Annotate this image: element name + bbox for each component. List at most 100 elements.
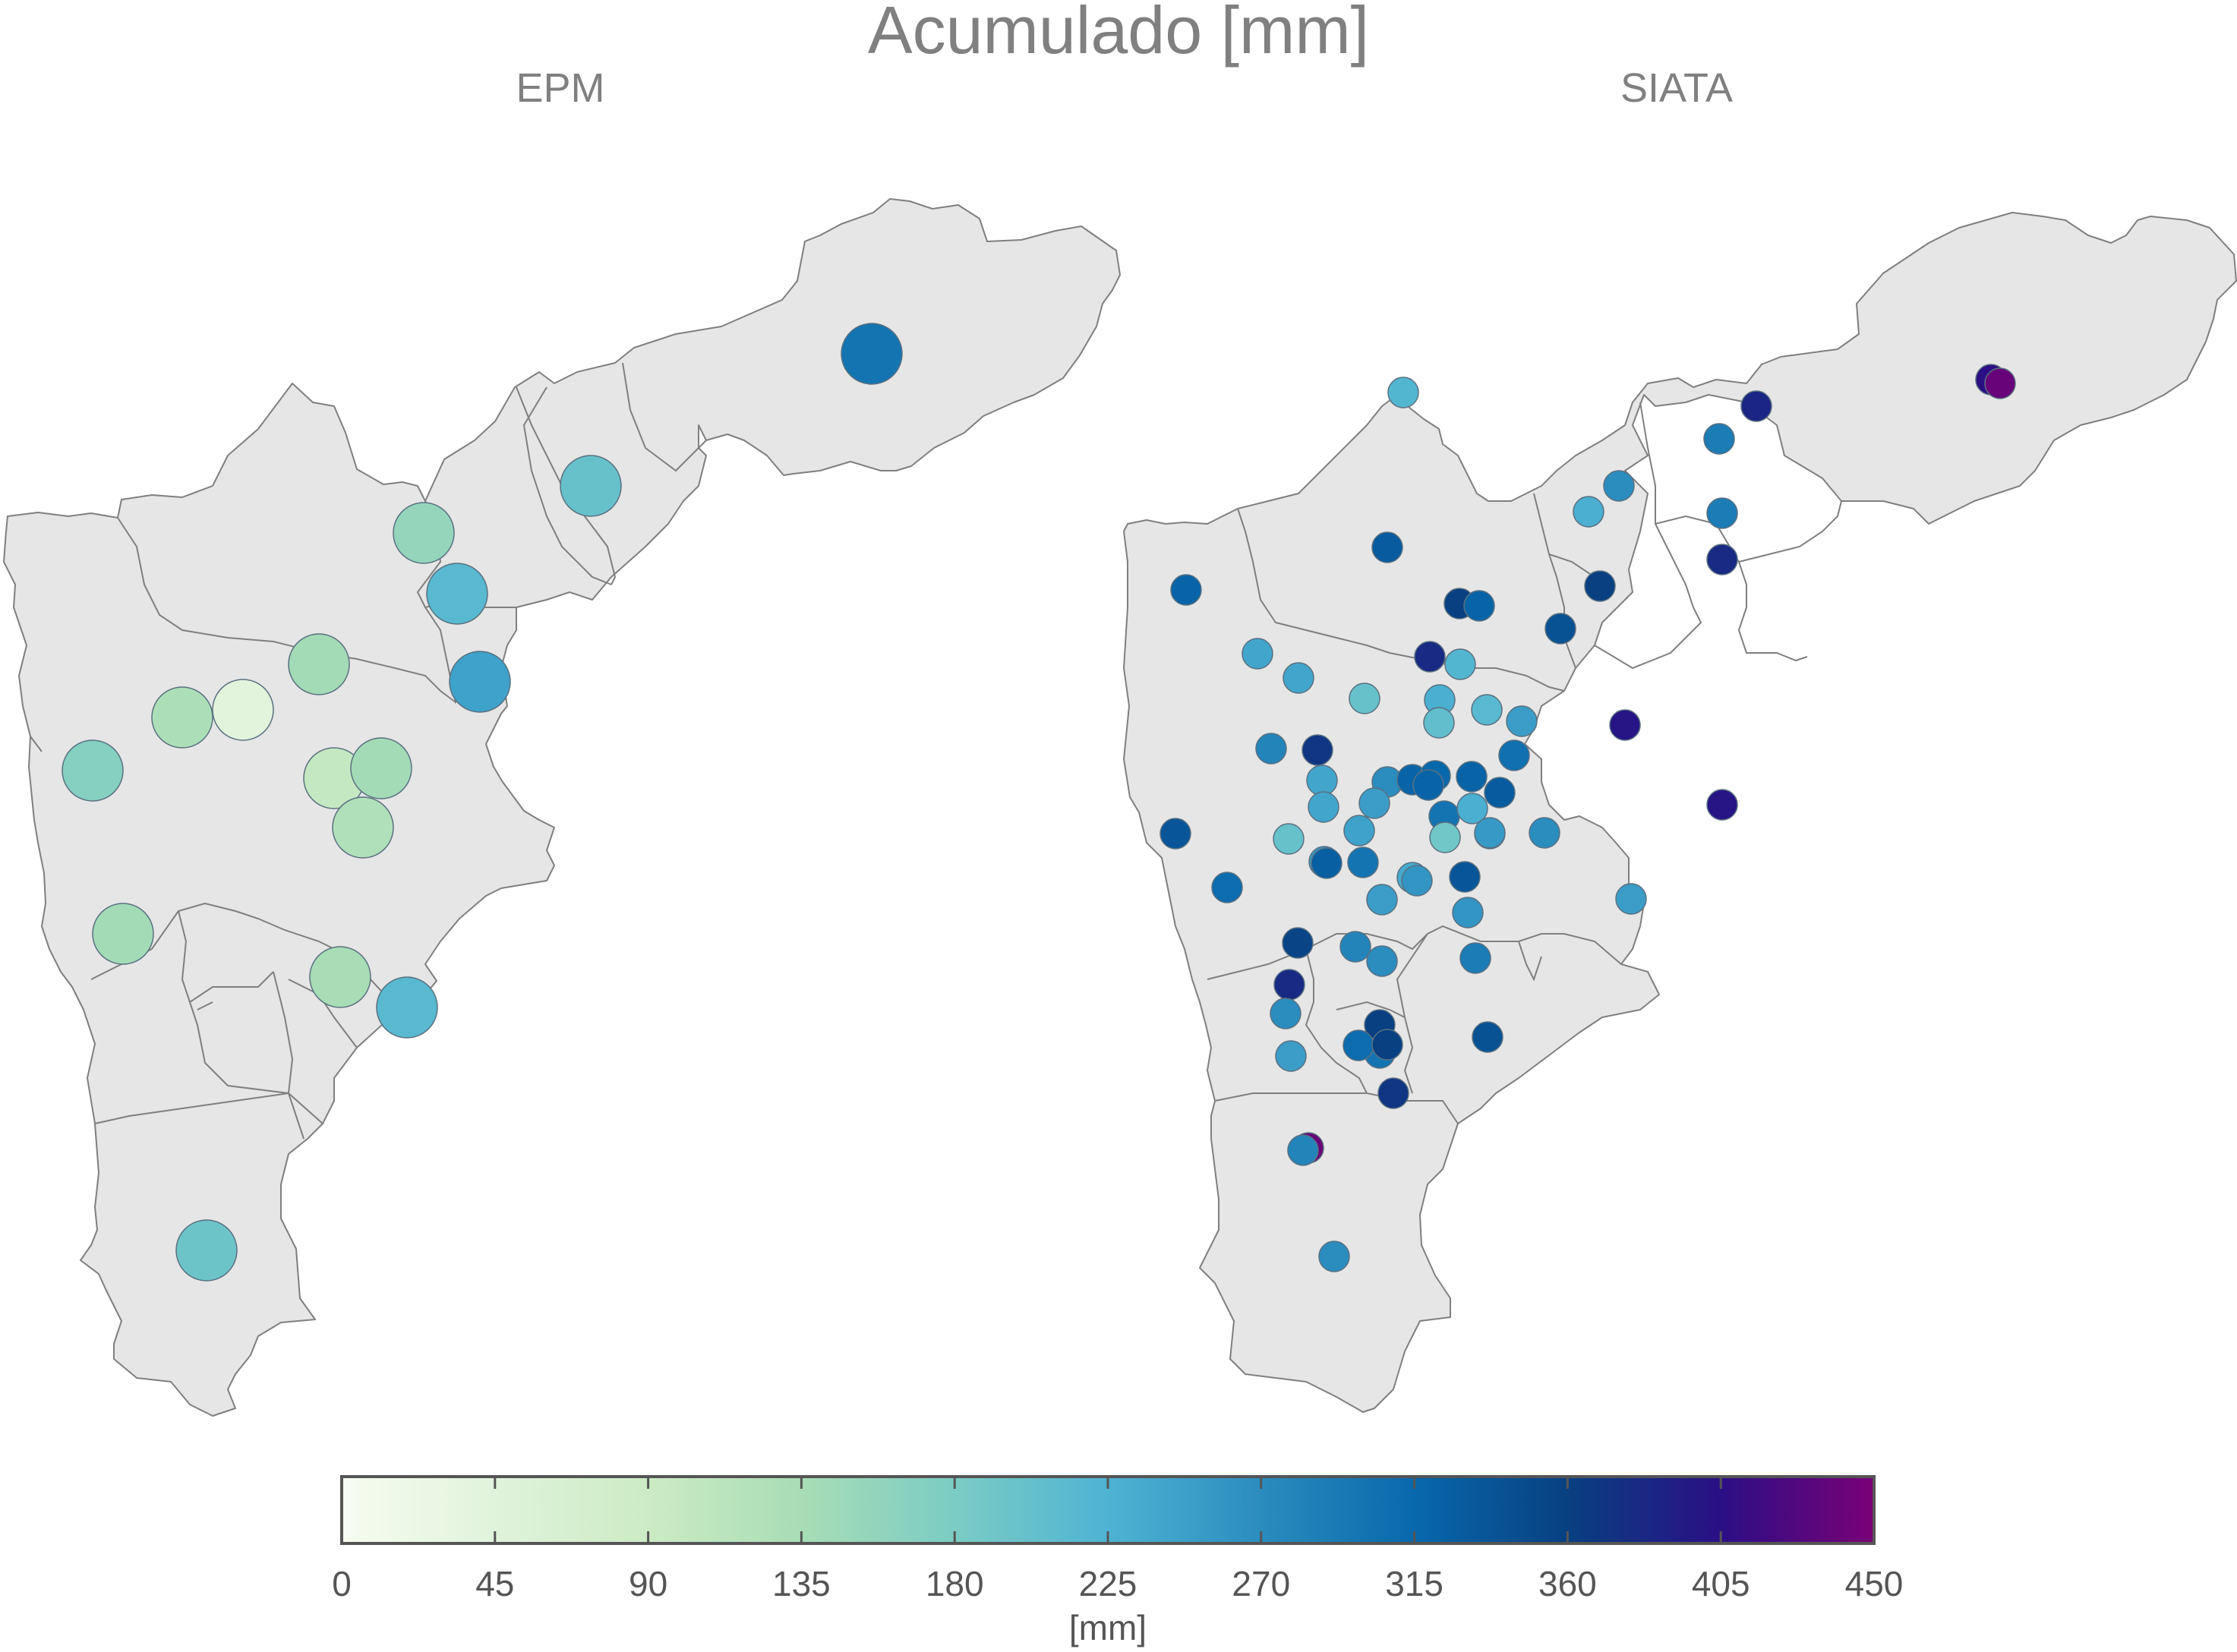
panel-title-epm: EPM bbox=[516, 65, 604, 111]
station-marker-siata bbox=[1472, 1021, 1503, 1053]
station-marker-siata bbox=[1287, 1134, 1319, 1166]
station-marker-siata bbox=[1474, 817, 1506, 849]
station-marker-siata bbox=[1452, 897, 1484, 928]
station-marker-siata bbox=[1371, 1029, 1403, 1061]
station-marker-siata bbox=[1387, 377, 1419, 408]
station-marker-epm bbox=[350, 737, 412, 799]
station-marker-siata bbox=[1609, 709, 1641, 741]
station-marker-siata bbox=[1706, 789, 1738, 821]
station-marker-epm bbox=[560, 455, 622, 517]
station-marker-siata bbox=[1584, 570, 1616, 602]
station-marker-siata bbox=[1371, 531, 1403, 563]
station-marker-siata bbox=[1603, 470, 1635, 502]
region-outline bbox=[1123, 212, 2237, 1413]
station-marker-siata bbox=[1449, 861, 1481, 893]
colorbar-tick-label: 315 bbox=[1385, 1564, 1443, 1603]
station-marker-siata bbox=[1311, 847, 1343, 879]
station-marker-siata bbox=[1160, 818, 1191, 850]
station-marker-epm bbox=[175, 1219, 238, 1282]
region-borders bbox=[1207, 402, 1842, 1124]
station-layer-epm bbox=[62, 323, 903, 1282]
station-marker-siata bbox=[1282, 927, 1314, 959]
colorbar-tick-label: 270 bbox=[1232, 1564, 1290, 1603]
station-marker-siata bbox=[1412, 769, 1444, 801]
station-marker-siata bbox=[1740, 390, 1772, 422]
station-marker-epm bbox=[449, 651, 511, 713]
station-marker-siata bbox=[1211, 872, 1243, 903]
station-marker-epm bbox=[332, 796, 394, 859]
station-marker-siata bbox=[1459, 942, 1491, 974]
station-marker-siata bbox=[1343, 815, 1375, 846]
station-marker-siata bbox=[1308, 791, 1339, 823]
station-marker-siata bbox=[1984, 367, 2016, 399]
station-marker-epm bbox=[376, 976, 438, 1039]
station-marker-siata bbox=[1444, 648, 1476, 680]
station-marker-siata bbox=[1573, 496, 1604, 528]
station-marker-siata bbox=[1429, 821, 1461, 853]
station-marker-siata bbox=[1615, 883, 1647, 915]
station-marker-siata bbox=[1273, 969, 1305, 1001]
station-marker-siata bbox=[1706, 544, 1738, 575]
station-marker-siata bbox=[1463, 590, 1495, 622]
station-marker-siata bbox=[1339, 931, 1371, 963]
station-marker-siata bbox=[1347, 846, 1379, 878]
station-marker-siata bbox=[1703, 423, 1735, 455]
station-marker-siata bbox=[1283, 662, 1314, 694]
colorbar-tick-label: 450 bbox=[1845, 1564, 1904, 1603]
station-marker-siata bbox=[1414, 641, 1446, 673]
colorbar: 0 45 90 135 180 225 270 315 360 405 450 [mm] bbox=[332, 1475, 1903, 1647]
station-marker-siata bbox=[1358, 787, 1390, 819]
station-marker-siata bbox=[1343, 1029, 1374, 1061]
station-marker-siata bbox=[1170, 574, 1202, 606]
colorbar-tick-label: 135 bbox=[772, 1564, 831, 1603]
colorbar-tick-label: 45 bbox=[475, 1564, 514, 1603]
colorbar-tick-label: 225 bbox=[1079, 1564, 1137, 1603]
station-marker-siata bbox=[1471, 694, 1503, 726]
station-marker-epm bbox=[92, 903, 154, 965]
station-marker-siata bbox=[1242, 638, 1273, 670]
station-marker-siata bbox=[1423, 707, 1455, 739]
station-marker-siata bbox=[1529, 817, 1560, 849]
station-marker-siata bbox=[1706, 497, 1738, 529]
station-marker-siata bbox=[1498, 739, 1530, 771]
colorbar-tick-label: 405 bbox=[1692, 1564, 1750, 1603]
map-epm bbox=[3, 198, 1121, 1417]
station-marker-siata bbox=[1270, 998, 1301, 1029]
map-siata bbox=[1123, 212, 2237, 1413]
station-marker-siata bbox=[1366, 945, 1398, 977]
station-marker-epm bbox=[309, 946, 371, 1008]
station-marker-epm bbox=[212, 679, 274, 741]
colorbar-tick-label: 0 bbox=[332, 1564, 352, 1603]
station-marker-siata bbox=[1506, 705, 1538, 737]
station-marker-siata bbox=[1306, 765, 1338, 796]
colorbar-tick-label: 180 bbox=[926, 1564, 984, 1603]
station-marker-siata bbox=[1456, 761, 1488, 793]
station-marker-epm bbox=[288, 633, 350, 695]
station-marker-epm bbox=[62, 739, 124, 802]
station-marker-siata bbox=[1401, 865, 1433, 897]
station-marker-siata bbox=[1544, 613, 1576, 645]
panel-title-siata: SIATA bbox=[1620, 65, 1733, 111]
colorbar-label: [mm] bbox=[1069, 1608, 1147, 1647]
colorbar-ticks: 0 45 90 135 180 225 270 315 360 405 450 bbox=[332, 1477, 1903, 1603]
station-marker-epm bbox=[841, 323, 903, 385]
region-outline bbox=[3, 198, 1121, 1417]
station-marker-epm bbox=[151, 686, 213, 749]
station-marker-siata bbox=[1301, 734, 1333, 766]
station-marker-siata bbox=[1349, 683, 1380, 714]
colorbar-tick-label: 90 bbox=[629, 1564, 667, 1603]
station-marker-siata bbox=[1255, 733, 1287, 765]
station-marker-siata bbox=[1456, 793, 1488, 824]
station-marker-siata bbox=[1484, 777, 1516, 809]
station-marker-siata bbox=[1366, 884, 1398, 916]
station-marker-siata bbox=[1318, 1241, 1350, 1272]
station-marker-epm bbox=[393, 502, 455, 564]
station-marker-siata bbox=[1377, 1077, 1409, 1109]
figure-title: Acumulado [mm] bbox=[868, 0, 1369, 68]
station-marker-siata bbox=[1275, 1040, 1307, 1072]
station-layer-siata bbox=[1160, 364, 2016, 1272]
colorbar-tick-label: 360 bbox=[1538, 1564, 1597, 1603]
station-marker-epm bbox=[426, 563, 488, 625]
